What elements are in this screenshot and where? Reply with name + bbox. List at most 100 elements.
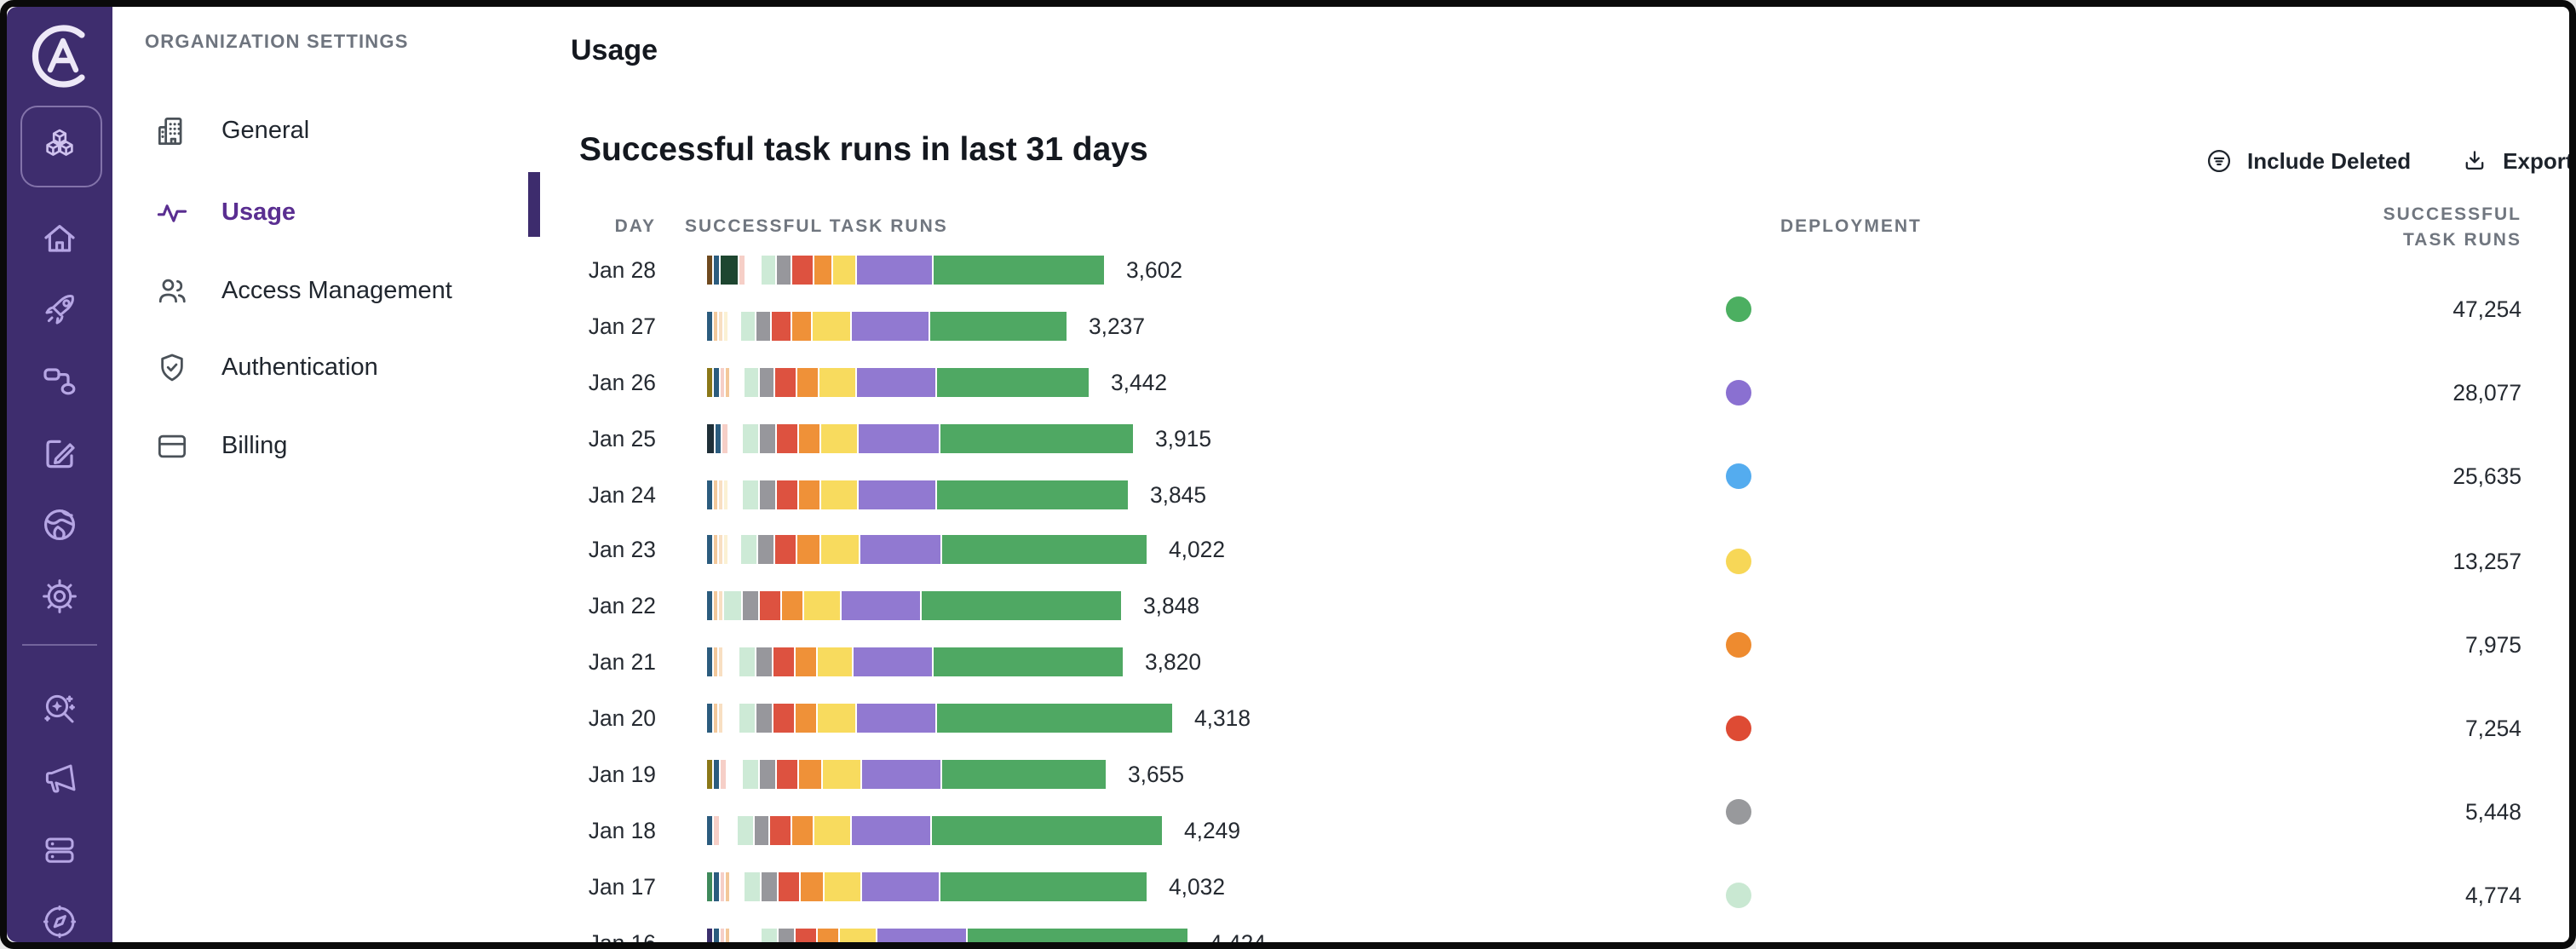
bar-segment-navy — [707, 311, 712, 341]
day-label: Jan 20 — [588, 705, 656, 732]
bar-value: 4,318 — [1194, 705, 1251, 732]
sidebar-item-announcements[interactable] — [39, 758, 80, 799]
deployment-runs-value: 5,448 — [2464, 799, 2521, 825]
bar-segment-orange — [796, 704, 816, 733]
bar-segment-gray — [758, 535, 773, 565]
bar-segment-green — [934, 255, 1104, 285]
bar-segment-green — [940, 871, 1147, 901]
day-label: Jan 18 — [588, 817, 656, 843]
sidebar-divider — [22, 644, 97, 646]
bar-segment-pink — [739, 255, 745, 285]
bar-segment-gray — [760, 423, 775, 453]
sidebar-item-ai-search[interactable] — [39, 688, 80, 729]
stacked-bar[interactable] — [707, 871, 1148, 901]
bar-value: 4,424 — [1210, 929, 1267, 949]
stacked-bar[interactable] — [707, 311, 1068, 341]
bar-segment-gap — [729, 312, 739, 341]
bar-segment-gap — [729, 480, 741, 509]
day-label: Jan 23 — [588, 537, 656, 563]
bar-segment-navy — [714, 759, 719, 789]
bar-segment-purple — [857, 255, 932, 285]
bar-segment-purple — [862, 871, 939, 901]
include-deleted-button[interactable]: Include Deleted — [2205, 146, 2411, 175]
sidebar-item-deploys[interactable] — [39, 290, 80, 331]
bar-value: 3,655 — [1128, 761, 1185, 787]
bar-segment-peach — [714, 311, 717, 341]
bar-segment-plight — [719, 311, 722, 341]
export-label: Export — [2503, 147, 2573, 173]
sidebar-item-resources[interactable] — [39, 830, 80, 871]
deployment-row[interactable]: 7,975 — [1704, 603, 2521, 687]
stacked-bar[interactable] — [707, 535, 1148, 565]
bar-segment-pink — [722, 423, 727, 453]
bar-segment-gap — [724, 647, 738, 676]
bar-segment-plight — [719, 704, 722, 733]
bar-segment-gap — [727, 760, 741, 789]
bar-segment-orange — [792, 815, 813, 845]
bar-segment-yellow — [804, 591, 840, 621]
sidebar-item-web[interactable] — [39, 504, 80, 545]
bar-segment-mint — [762, 255, 775, 285]
bar-segment-mgreen — [707, 871, 712, 901]
deployment-row[interactable]: 5,448 — [1704, 770, 2521, 854]
stacked-bar[interactable] — [707, 815, 1164, 845]
deployment-row[interactable]: 28,077 — [1704, 351, 2521, 434]
deployment-row[interactable]: 47,254 — [1704, 267, 2521, 351]
stacked-bar[interactable] — [707, 704, 1174, 733]
stacked-bar[interactable] — [707, 255, 1106, 285]
nav-item-label: Billing — [221, 433, 288, 460]
bar-segment-pink — [721, 928, 724, 942]
stacked-bar[interactable] — [707, 367, 1090, 397]
cubes-icon — [46, 129, 73, 156]
bar-segment-peach — [726, 367, 729, 397]
globe-icon — [44, 509, 75, 540]
sidebar-item-library[interactable] — [20, 106, 102, 187]
bar-segment-purple — [877, 928, 966, 942]
scroll-accent-bar[interactable] — [528, 172, 539, 237]
sidebar-item-editor[interactable] — [39, 433, 80, 474]
sidebar-item-home[interactable] — [39, 218, 80, 259]
bar-segment-red — [777, 759, 797, 789]
workflow-icon — [43, 368, 76, 395]
nav-item-billing[interactable]: Billing — [153, 426, 287, 467]
day-label: Jan 21 — [588, 649, 656, 676]
deployment-color-dot — [1726, 548, 1751, 574]
bar-segment-orange — [797, 367, 818, 397]
deployment-row[interactable]: 13,257 — [1704, 519, 2521, 602]
bar-segment-purple — [854, 647, 932, 677]
bar-segment-pink — [714, 815, 719, 845]
bar-segment-red — [779, 871, 799, 901]
bar-segment-navy — [707, 647, 712, 677]
deployment-row[interactable]: 25,635 — [1704, 435, 2521, 519]
day-label: Jan 27 — [588, 313, 656, 339]
bar-segment-yellow — [818, 704, 855, 733]
deployment-row[interactable]: 4,774 — [1704, 854, 2521, 938]
nav-item-usage[interactable]: Usage — [153, 193, 296, 233]
bar-segment-gray — [762, 871, 777, 901]
nav-item-authentication[interactable]: Authentication — [153, 348, 378, 388]
bar-segment-green — [922, 591, 1121, 621]
bar-segment-gray — [756, 311, 770, 341]
stacked-bar[interactable] — [707, 480, 1130, 509]
bar-segment-navy — [714, 255, 719, 285]
bar-segment-gray — [756, 704, 772, 733]
nav-item-general[interactable]: General — [153, 111, 309, 152]
sidebar-item-settings[interactable] — [39, 576, 80, 617]
export-button[interactable]: Export — [2460, 146, 2573, 175]
stacked-bar[interactable] — [707, 759, 1107, 789]
stacked-bar[interactable] — [707, 647, 1124, 677]
sidebar-item-explore[interactable] — [39, 901, 80, 942]
sidebar-item-workflows[interactable] — [39, 361, 80, 402]
stacked-bar[interactable] — [707, 591, 1123, 621]
stacked-bar[interactable] — [707, 423, 1135, 453]
deployment-rows: 47,254 28,077 25,635 13,257 7,975 7,254 5,448 4… — [1704, 267, 2521, 938]
bar-segment-green — [932, 815, 1162, 845]
stacked-bar[interactable] — [707, 928, 1189, 942]
rocket-icon — [45, 295, 74, 325]
deployment-row[interactable]: 7,254 — [1704, 687, 2521, 770]
bar-segment-pink — [721, 759, 726, 789]
bar-segment-red — [777, 480, 797, 509]
nav-item-access-management[interactable]: Access Management — [153, 271, 452, 312]
app-logo-icon[interactable] — [24, 20, 95, 92]
bar-segment-plight — [719, 480, 722, 509]
